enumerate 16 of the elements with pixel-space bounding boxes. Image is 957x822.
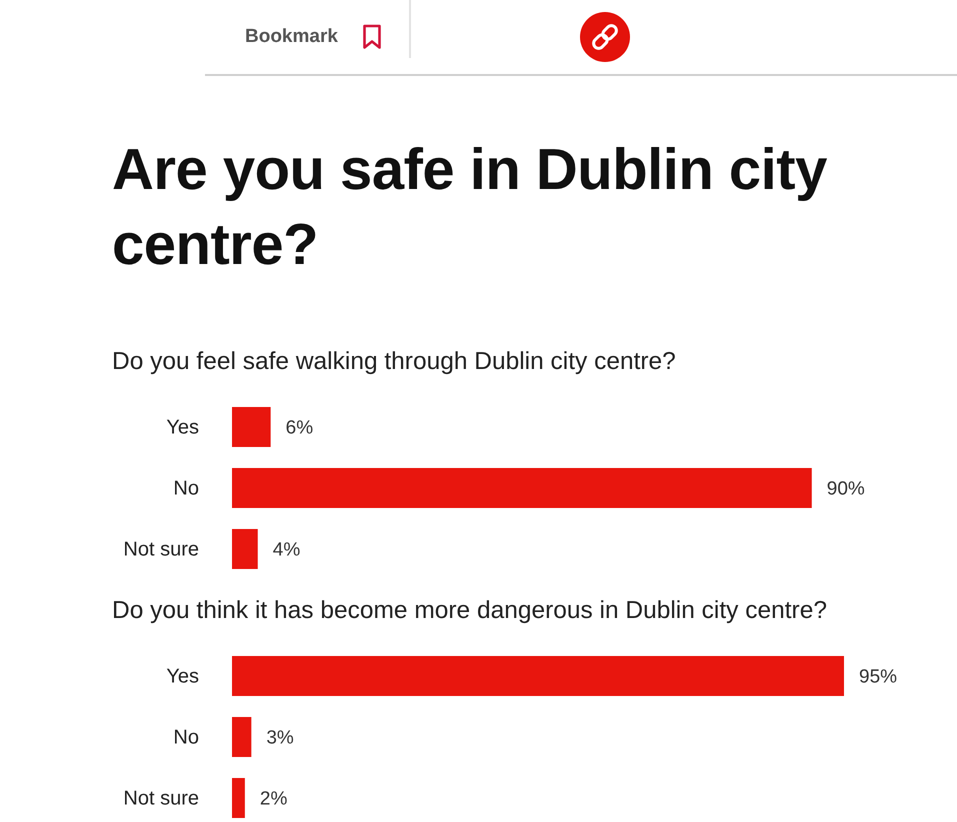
- y-tick-label: No: [173, 478, 199, 500]
- text: Bookmark: [245, 26, 338, 48]
- text: Are you safe in Dublin city centre?: [112, 136, 828, 279]
- data-label: 2%: [260, 788, 288, 810]
- y-tick-label: Not sure: [123, 788, 199, 810]
- y-tick-label: Yes: [166, 416, 199, 439]
- data-label: 3%: [266, 728, 294, 749]
- data-label: 90%: [826, 478, 865, 500]
- y-tick-label: Not sure: [123, 538, 199, 561]
- data-label: 6%: [286, 418, 314, 439]
- chart-title: Do you think it has become more dangerous in Dublin city centre?: [112, 596, 828, 626]
- data-label: 4%: [272, 540, 300, 561]
- y-tick-label: Yes: [166, 666, 199, 688]
- y-tick-label: No: [173, 726, 199, 749]
- chart-title: Do you feel safe walking through Dublin city centre?: [112, 347, 677, 377]
- data-label: 95%: [859, 666, 898, 688]
